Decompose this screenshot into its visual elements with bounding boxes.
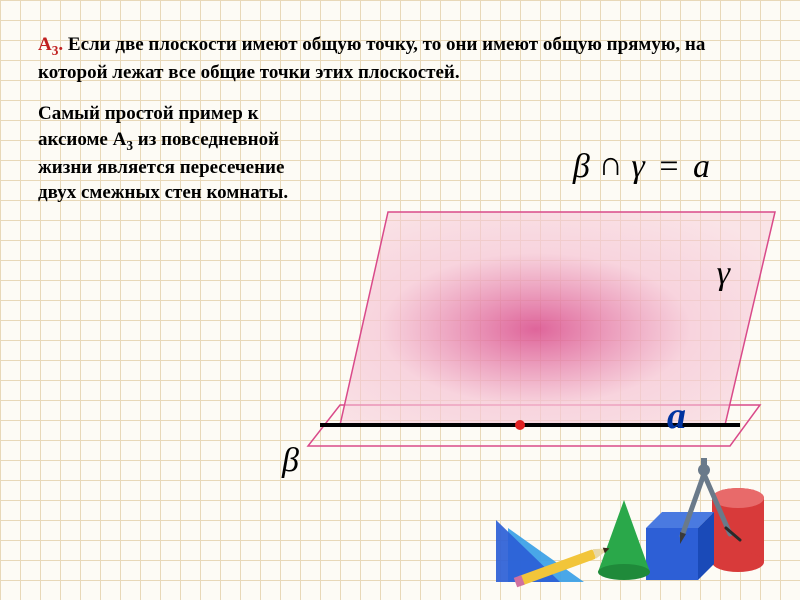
cube-icon xyxy=(646,512,714,580)
shapes-svg xyxy=(488,450,788,590)
cylinder-icon xyxy=(712,488,764,572)
a-label: a xyxy=(667,394,686,438)
formula-gamma: γ xyxy=(631,148,644,185)
theorem-body: Если две плоскости имеют общую точку, то… xyxy=(38,34,705,83)
theorem-label: А3. xyxy=(38,34,68,55)
diagram-svg xyxy=(260,200,780,480)
formula-beta: β xyxy=(573,148,590,185)
slide-content: А3. Если две плоскости имеют общую точку… xyxy=(0,0,800,600)
beta-label: β xyxy=(282,442,299,480)
formula-intersect: ∩ xyxy=(598,146,623,183)
plane-gamma xyxy=(340,212,775,425)
example-text: Самый простой пример к аксиоме А3 из пов… xyxy=(38,101,318,206)
formula: β ∩ γ = a xyxy=(573,148,710,186)
cone-icon xyxy=(598,500,650,580)
decorative-shapes xyxy=(488,450,788,590)
gamma-label: γ xyxy=(717,255,730,293)
planes-diagram: γ β a xyxy=(260,200,780,480)
formula-eq: = xyxy=(653,148,684,185)
intersection-point xyxy=(515,420,525,430)
theorem-text: А3. Если две плоскости имеют общую точку… xyxy=(38,32,762,85)
formula-a: a xyxy=(693,148,710,185)
